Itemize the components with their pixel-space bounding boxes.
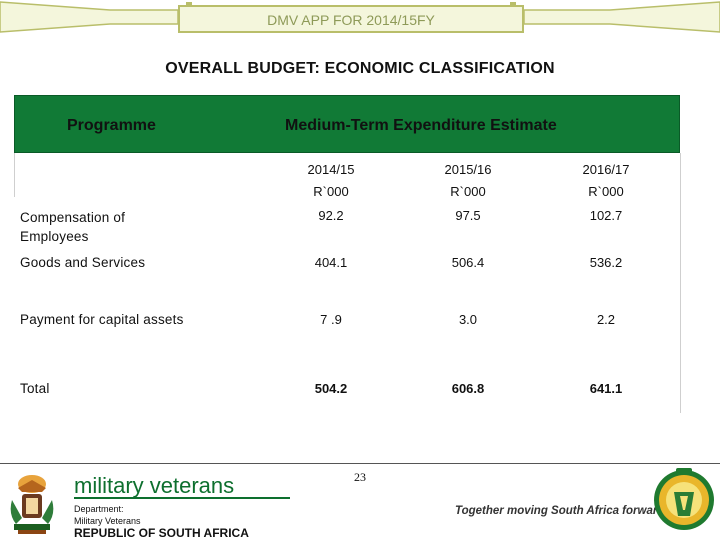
unit-cell: R`000 xyxy=(313,184,349,199)
table-header: Programme Medium-Term Expenditure Estima… xyxy=(14,95,680,153)
year-cell: 2015/16 xyxy=(444,162,492,177)
coat-of-arms-icon xyxy=(4,470,60,541)
value-cell: 97.5 xyxy=(455,208,481,223)
value-cell: 102.7 xyxy=(589,208,623,223)
row-label: Goods and Services xyxy=(20,255,146,270)
units-row: R`000 R`000 R`000 xyxy=(14,181,680,205)
grid-line xyxy=(14,153,15,197)
unit-cell: R`000 xyxy=(588,184,624,199)
value-cell: 2.2 xyxy=(596,312,616,327)
brand-name: military veterans xyxy=(74,473,235,498)
military-veterans-emblem-icon xyxy=(652,462,716,541)
row-label: Payment for capital assets xyxy=(20,312,184,327)
year-cell: 2016/17 xyxy=(582,162,630,177)
tagline: Together moving South Africa forward xyxy=(455,505,665,517)
banner-title: DMV APP FOR 2014/15FY xyxy=(178,5,524,33)
unit-cell: R`000 xyxy=(450,184,486,199)
department-name: Military Veterans xyxy=(74,516,141,526)
mtee-header: Medium-Term Expenditure Estimate xyxy=(285,117,557,134)
value-cell: 92.2 xyxy=(318,208,344,223)
total-cell: 504.2 xyxy=(314,381,348,396)
year-cell: 2014/15 xyxy=(307,162,355,177)
slide-title: OVERALL BUDGET: ECONOMIC CLASSIFICATION xyxy=(165,60,555,77)
row-label: Total xyxy=(20,381,50,396)
department-label: Department: xyxy=(74,504,124,514)
footer-divider xyxy=(0,463,720,464)
department-block: Department: Military Veterans xyxy=(74,503,141,527)
top-banner: DMV APP FOR 2014/15FY xyxy=(0,0,720,36)
value-cell: 506.4 xyxy=(451,255,485,270)
brand-underline xyxy=(74,497,290,499)
row-label: Compensation of Employees xyxy=(20,210,126,244)
value-cell: 404.1 xyxy=(314,255,348,270)
total-cell: 606.8 xyxy=(451,381,485,396)
programme-header: Programme xyxy=(67,117,156,134)
total-cell: 641.1 xyxy=(589,381,623,396)
table-row: Compensation of Employees 92.2 97.5 102.… xyxy=(14,205,680,249)
page-number: 23 xyxy=(354,470,366,484)
total-row: Total 504.2 606.8 641.1 xyxy=(14,381,680,411)
country-name: REPUBLIC OF SOUTH AFRICA xyxy=(74,526,249,540)
value-cell: 3.0 xyxy=(458,312,478,327)
value-cell: 7 .9 xyxy=(320,312,342,327)
value-cell: 536.2 xyxy=(589,255,623,270)
year-row: 2014/15 2015/16 2016/17 xyxy=(14,153,680,181)
table-row: Goods and Services 404.1 506.4 536.2 xyxy=(14,255,680,285)
grid-line xyxy=(680,153,681,413)
table-row: Payment for capital assets 7 .9 3.0 2.2 xyxy=(14,312,680,342)
budget-table: Programme Medium-Term Expenditure Estima… xyxy=(14,95,681,413)
